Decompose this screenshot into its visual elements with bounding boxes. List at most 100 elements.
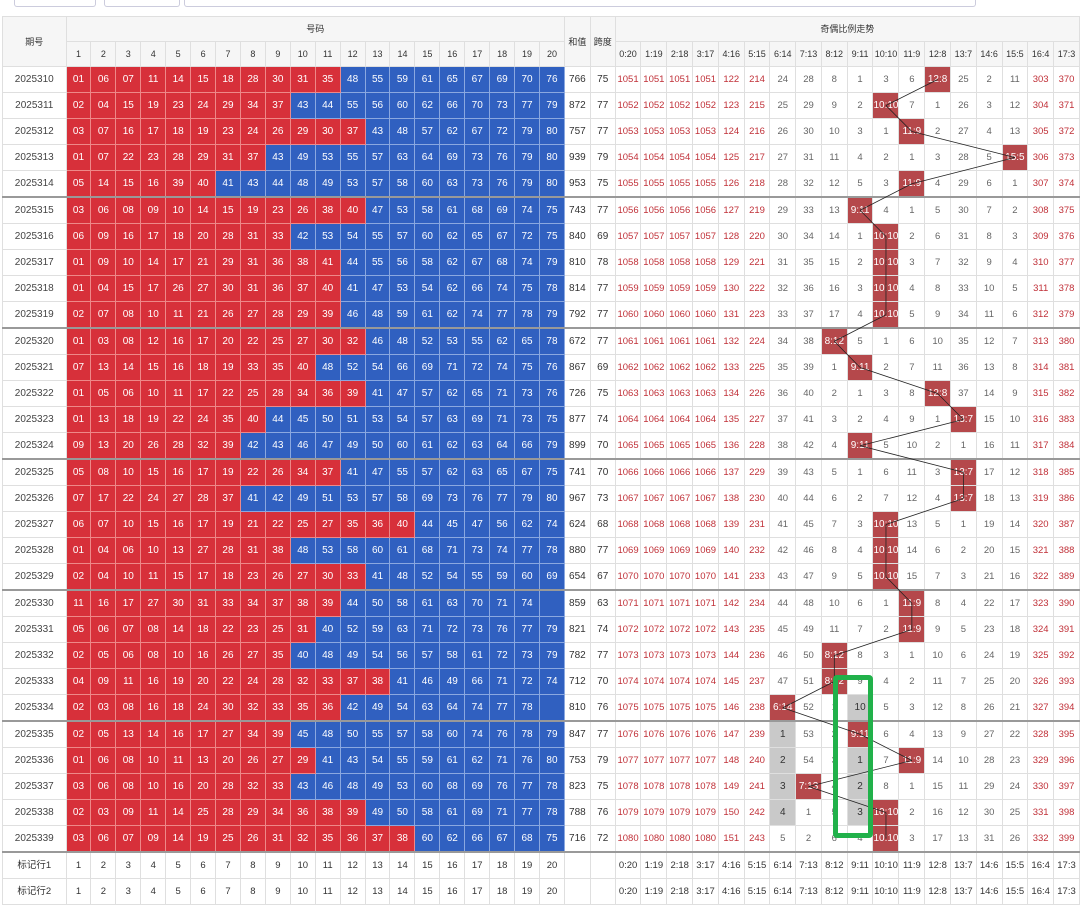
table-row[interactable]: 2025312 03 07 16 17 18 19 23 24 26 29 30 37 43 48 57 62 6… — [2, 118, 1080, 145]
number-cell: 36 — [264, 249, 291, 276]
number-cell: 44 — [414, 511, 441, 538]
number-cell: 18 — [190, 354, 217, 381]
mark-number-cell: 18 — [489, 851, 516, 879]
number-cell: 64 — [489, 432, 516, 460]
table-row[interactable]: 2025338 02 03 09 11 14 25 28 29 34 36 38 39 49 50 58 61 6… — [2, 799, 1080, 826]
table-row[interactable]: 2025329 02 04 10 11 15 17 18 23 26 27 30 33 41 48 52 54 5… — [2, 563, 1080, 591]
toolbar-tab-fragment[interactable] — [104, 0, 180, 7]
ratio-cell: 1077 — [640, 747, 668, 774]
number-cell: 50 — [364, 589, 391, 617]
number-cell: 69 — [464, 406, 491, 433]
number-cell: 31 — [264, 825, 291, 853]
ratio-cell: 11 — [820, 616, 848, 643]
number-cell: 34 — [239, 589, 266, 617]
table-row[interactable]: 2025326 07 17 22 24 27 28 37 41 42 49 51 53 57 58 69 73 7… — [2, 485, 1080, 512]
ratio-cell: 1067 — [640, 485, 668, 512]
table-row[interactable]: 2025314 05 14 15 16 39 40 41 43 44 48 49 53 57 58 60 63 7… — [2, 170, 1080, 198]
ratio-column-header: 1:19 — [640, 41, 668, 67]
span-cell: 73 — [589, 485, 616, 512]
number-cell: 16 — [140, 668, 167, 695]
period-cell: 2025323 — [2, 406, 67, 433]
ratio-cell: 12 — [975, 327, 1003, 355]
ratio-cell: 4 — [846, 825, 874, 853]
ratio-cell: 34 — [769, 327, 797, 355]
table-row[interactable]: 2025339 03 06 07 09 14 19 25 26 31 32 35 36 37 38 60 62 6… — [2, 825, 1080, 853]
number-cell: 62 — [439, 432, 466, 460]
table-row[interactable]: 2025327 06 07 10 15 16 17 19 21 22 25 27 35 36 40 44 45 4… — [2, 511, 1080, 538]
toolbar-tab-fragment[interactable] — [14, 0, 96, 7]
ratio-cell: 1077 — [666, 747, 694, 774]
ratio-cell: 1066 — [640, 458, 668, 486]
ratio-cell: 5 — [820, 458, 848, 486]
number-cell: 40 — [314, 616, 341, 643]
ratio-cell: 234 — [743, 589, 771, 617]
ratio-cell: 20 — [975, 537, 1003, 564]
table-row[interactable]: 2025319 02 07 08 10 11 21 26 27 28 29 39 46 48 59 61 62 7… — [2, 301, 1080, 329]
ratio-cell: 6 — [898, 327, 926, 355]
number-cell: 30 — [215, 694, 241, 722]
ratio-cell: 216 — [743, 118, 771, 145]
ratio-cell: 136 — [717, 432, 745, 460]
table-row[interactable]: 2025334 02 03 08 16 18 24 30 32 33 35 36 42 49 54 63 64 7… — [2, 694, 1080, 722]
table-row[interactable]: 2025321 07 13 14 15 16 18 19 33 35 40 48 52 54 66 69 71 7… — [2, 354, 1080, 381]
ratio-cell: 1 — [924, 92, 951, 119]
number-cell: 13 — [90, 432, 117, 460]
table-row[interactable]: 2025313 01 07 22 23 28 29 31 37 43 49 53 55 57 63 64 69 7… — [2, 144, 1080, 171]
number-cell: 09 — [90, 223, 117, 250]
ratio-cell: 19 — [1001, 642, 1029, 669]
number-cell: 42 — [264, 485, 291, 512]
table-row[interactable]: 2025332 02 05 06 08 10 16 26 27 35 40 48 49 54 56 57 58 6… — [2, 642, 1080, 669]
period-cell: 2025332 — [2, 642, 67, 669]
ratio-cell: 215 — [743, 92, 771, 119]
mark-row[interactable]: 标记行2 1 2 3 4 5 6 7 8 9 10 11 12 13 14 15 16 17 18 19 20 0:20 1… — [2, 878, 1080, 905]
table-row[interactable]: 2025330 11 16 17 27 30 31 33 34 37 38 39 44 50 58 61 63 7… — [2, 589, 1080, 617]
period-cell: 2025313 — [2, 144, 67, 171]
number-cell: 42 — [339, 694, 366, 722]
table-row[interactable]: 2025328 01 04 06 10 13 27 28 31 38 48 53 58 60 61 68 71 7… — [2, 537, 1080, 564]
number-cell: 69 — [414, 485, 441, 512]
table-row[interactable]: 2025317 01 09 10 14 17 21 29 31 36 38 41 44 55 56 58 62 6… — [2, 249, 1080, 276]
ratio-cell: 24 — [769, 66, 797, 93]
table-row[interactable]: 2025336 01 06 08 10 11 13 20 26 27 29 41 43 54 55 59 61 6… — [2, 747, 1080, 774]
table-row[interactable]: 2025323 01 13 18 19 22 24 35 40 44 45 50 51 53 54 57 63 6… — [2, 406, 1080, 433]
number-cell: 39 — [314, 301, 341, 329]
ratio-cell: 1 — [872, 327, 900, 355]
table-row[interactable]: 2025324 09 13 20 26 28 32 39 42 43 46 47 49 50 60 61 62 6… — [2, 432, 1080, 460]
period-cell: 2025310 — [2, 66, 67, 93]
table-row[interactable]: 2025337 03 06 08 10 16 20 28 32 33 43 46 48 49 53 60 68 6… — [2, 773, 1080, 800]
table-row[interactable]: 2025316 06 09 16 17 18 20 28 31 33 42 53 54 55 57 60 62 6… — [2, 223, 1080, 250]
table-row[interactable]: 2025310 01 06 07 11 14 15 18 28 30 31 35 48 55 59 61 65 6… — [2, 66, 1080, 93]
table-row[interactable]: 2025325 05 08 10 15 16 17 19 22 26 34 37 41 47 55 57 62 6… — [2, 458, 1080, 486]
mark-number-cell: 1 — [65, 878, 92, 905]
mark-empty-cell — [563, 851, 591, 879]
ratio-cell: 1076 — [614, 720, 642, 748]
ratio-cell: 9 — [820, 563, 848, 591]
ratio-hit-cell: 8:12 — [820, 327, 848, 355]
table-row[interactable]: 2025331 05 06 07 08 14 18 22 23 25 31 40 52 59 63 71 72 7… — [2, 616, 1080, 643]
ratio-cell: 379 — [1053, 301, 1080, 329]
number-cell: 28 — [239, 66, 266, 93]
table-row[interactable]: 2025335 02 05 13 14 16 17 27 34 39 45 48 50 55 57 58 60 7… — [2, 720, 1080, 748]
mark-number-cell: 10 — [289, 878, 316, 905]
table-row[interactable]: 2025311 02 04 15 19 23 24 29 34 37 43 44 55 56 60 62 66 7… — [2, 92, 1080, 119]
table-row[interactable]: 2025322 01 05 06 10 11 17 22 25 28 34 36 39 41 47 57 62 6… — [2, 380, 1080, 407]
number-cell: 63 — [464, 432, 491, 460]
span-cell: 76 — [589, 799, 616, 826]
ratio-cell: 48 — [795, 589, 822, 617]
table-row[interactable]: 2025320 01 03 08 12 16 17 20 22 25 27 30 32 46 48 52 53 5… — [2, 327, 1080, 355]
number-cell: 37 — [239, 144, 266, 171]
number-cell: 28 — [264, 380, 291, 407]
table-row[interactable]: 2025333 04 09 11 16 19 20 22 24 28 32 33 37 38 41 46 49 6… — [2, 668, 1080, 695]
span-cell: 77 — [589, 301, 616, 329]
number-cell: 33 — [314, 668, 341, 695]
span-cell: 74 — [589, 406, 616, 433]
sum-cell: 726 — [563, 380, 591, 407]
mark-row[interactable]: 标记行1 1 2 3 4 5 6 7 8 9 10 11 12 13 14 15 16 17 18 19 20 0:20 1… — [2, 851, 1080, 879]
ratio-hit-cell: 11:9 — [898, 170, 926, 198]
number-cell: 08 — [115, 694, 142, 722]
table-row[interactable]: 2025315 03 06 08 09 10 14 15 19 23 26 38 40 47 53 58 61 6… — [2, 196, 1080, 224]
mark-number-cell: 8 — [239, 851, 266, 879]
number-cell: 49 — [289, 485, 316, 512]
number-cell: 47 — [389, 380, 416, 407]
table-row[interactable]: 2025318 01 04 15 17 26 27 30 31 36 37 40 41 47 53 54 62 6… — [2, 275, 1080, 302]
